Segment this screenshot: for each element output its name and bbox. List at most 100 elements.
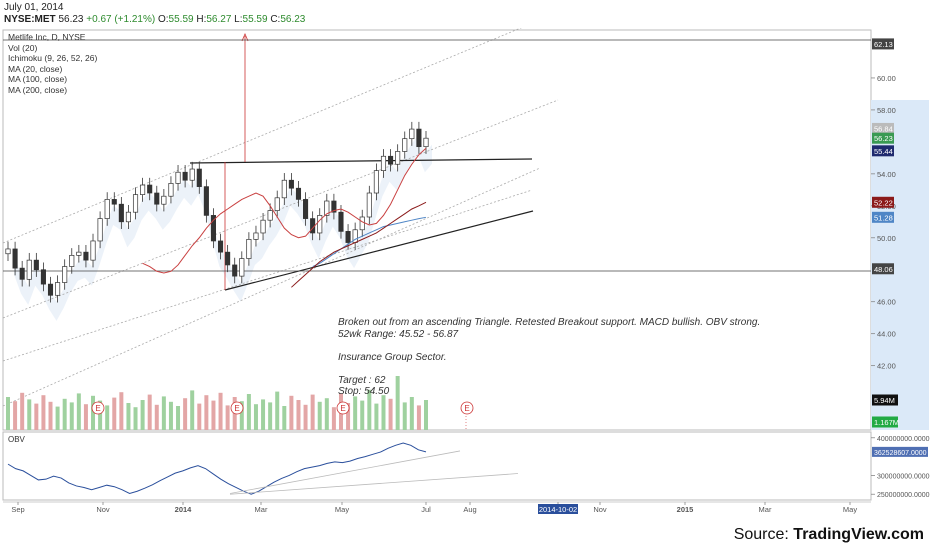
legend-title: Metlife Inc, D, NYSE <box>8 32 86 42</box>
chart-date: July 01, 2014 <box>4 2 64 13</box>
price-label-box <box>872 263 894 275</box>
volume-bar <box>317 401 322 430</box>
volume-label-box <box>872 416 898 428</box>
volume-bar <box>402 402 407 430</box>
legend-item[interactable]: MA (20, close) <box>8 63 63 74</box>
volume-bar <box>69 402 74 430</box>
earnings-marker[interactable]: E <box>91 401 105 415</box>
volume-bar <box>360 400 365 430</box>
channel-line-lower <box>2 167 541 407</box>
volume-bar <box>388 398 393 430</box>
legend-item[interactable]: Ichimoku (9, 26, 52, 26) <box>8 53 98 63</box>
candle-body <box>338 211 344 232</box>
price-tick-label: 58.00 <box>877 106 896 115</box>
obv-panel-border <box>2 431 872 501</box>
price-candles <box>5 121 429 303</box>
price-label: 51.28 <box>874 213 893 222</box>
candle-body <box>366 192 372 218</box>
price-label: 62.13 <box>874 40 893 49</box>
volume-bar <box>34 403 39 430</box>
source-prefix: Source: <box>733 526 794 543</box>
volume-bar <box>147 394 152 430</box>
ma-line <box>312 216 427 267</box>
volume-bar <box>76 393 81 430</box>
svg-text:E: E <box>464 404 469 413</box>
last-price: 56.23 <box>58 14 84 25</box>
candle-body <box>246 239 252 259</box>
price-label-box <box>872 211 894 223</box>
obv-trendline <box>229 473 519 495</box>
annotation-line: Stop: 54.50 <box>338 386 390 397</box>
moving-averages <box>142 147 427 288</box>
low-label: L: <box>234 14 243 25</box>
volume-bar <box>331 407 336 430</box>
legend-item[interactable]: MA (100, close) <box>8 74 68 84</box>
legend-item[interactable]: Vol (20) <box>8 42 38 53</box>
annotation-line <box>338 363 760 375</box>
earnings-marker[interactable]: E <box>230 401 244 415</box>
volume-bar <box>161 396 166 430</box>
triangle-support-line <box>224 210 534 291</box>
price-label-box <box>872 196 894 208</box>
volume-bar <box>367 389 372 430</box>
close-label: C: <box>270 14 281 25</box>
channel-line-upper <box>2 28 522 244</box>
time-tick-label: 2015 <box>677 505 694 514</box>
candle-body <box>303 199 309 219</box>
price-tick-label: 54.00 <box>877 170 896 179</box>
close-value: 56.23 <box>280 14 306 25</box>
volume-bar <box>6 397 10 430</box>
candle-body <box>182 171 188 181</box>
volume-bar <box>303 404 308 430</box>
volume-bar <box>133 407 138 430</box>
volume-bar <box>381 395 386 430</box>
annotation-line: Broken out from an ascending Triangle. R… <box>338 317 761 328</box>
candle-body <box>140 184 146 195</box>
channel-line-mid-lower <box>2 189 533 362</box>
volume-bar <box>275 391 280 430</box>
candle-body <box>55 282 61 296</box>
candle-body <box>118 203 124 223</box>
volume-bar <box>409 397 414 430</box>
volume-label: 5.94M <box>874 396 895 405</box>
earnings-marker[interactable]: E <box>460 401 474 415</box>
candle-body <box>175 171 181 184</box>
low-value: 55.59 <box>242 14 268 25</box>
candle-body <box>253 232 259 240</box>
price-label: 56.23 <box>874 134 893 143</box>
obv-last-box <box>872 446 928 457</box>
candle-body <box>416 128 422 148</box>
candle-body <box>97 218 103 242</box>
candle-body <box>423 137 429 148</box>
price-label-box <box>872 122 894 134</box>
legend-item[interactable]: MA (200, close) <box>8 84 68 95</box>
volume-bar <box>204 395 209 430</box>
volume-bar <box>395 376 400 430</box>
time-tick-label: Mar <box>759 505 772 514</box>
volume-bar <box>168 401 173 430</box>
volume-bar <box>20 392 25 430</box>
candle-body <box>196 168 202 187</box>
price-tick-label: 42.00 <box>877 362 896 371</box>
volume-bar <box>62 398 67 430</box>
candle-body <box>288 179 294 189</box>
chart-canvas[interactable]: E E E E 60.0058.0054.0052.0050.0046.0044… <box>0 28 932 518</box>
volume-bar <box>154 404 159 430</box>
earnings-marker[interactable]: E <box>336 401 350 415</box>
candle-body <box>388 155 394 165</box>
volume-bar <box>246 394 251 430</box>
svg-text:E: E <box>95 404 100 413</box>
open-label: O: <box>157 14 169 25</box>
volume-bar <box>48 401 53 430</box>
volume-bar <box>261 399 266 430</box>
annotation-line <box>338 340 760 352</box>
price-tick-label: 44.00 <box>877 330 896 339</box>
candle-body <box>104 199 110 219</box>
candle-body <box>168 183 174 197</box>
volume-bar <box>13 401 18 430</box>
candle-body <box>5 248 11 255</box>
candle-body <box>373 170 379 194</box>
volume-bar <box>218 392 223 430</box>
volume-bar <box>253 404 258 430</box>
